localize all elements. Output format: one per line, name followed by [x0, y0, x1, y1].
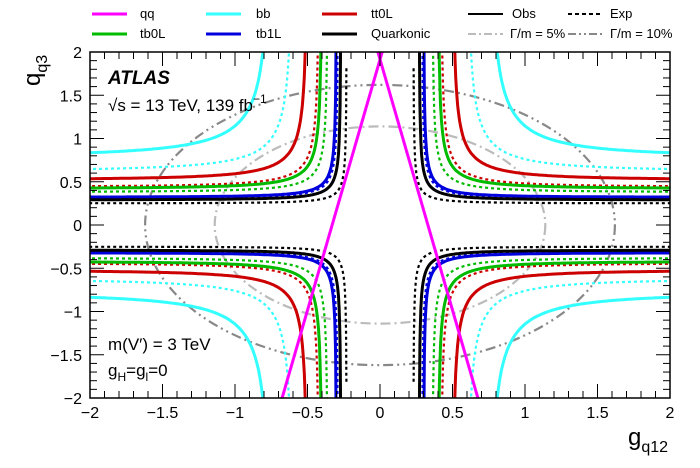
- experiment-label: ATLAS: [107, 68, 170, 89]
- y-tick-label: 1.5: [60, 88, 82, 105]
- legend-entry-obs: Obs: [468, 6, 536, 21]
- mass-label: m(V′) = 3 TeV: [108, 335, 211, 354]
- curve-quarkonic-observed-1: [90, 52, 342, 202]
- legend-entry-exp: Exp: [568, 6, 632, 21]
- width-circle-5pct: [213, 125, 547, 325]
- couplings-label: gH=gl=0: [108, 361, 168, 384]
- curve-quarkonic-observed-3: [90, 248, 342, 398]
- curve-tb1l-observed-1: [90, 52, 338, 199]
- x-tick-label: 1.5: [586, 405, 608, 422]
- curve-tb0l-expected-1: [90, 52, 329, 193]
- legend-label-tb1l: tb1L: [256, 26, 281, 41]
- legend-entry-tb1l: tb1L: [206, 26, 281, 41]
- x-tick-label: −1.5: [147, 405, 179, 422]
- legend-label-width-10: Γ/m = 10%: [610, 26, 673, 41]
- legend-label-bb: bb: [256, 6, 270, 21]
- curve-qq-observed-0: [376, 52, 480, 398]
- x-tick-label: −0.5: [292, 405, 324, 422]
- y-tick-label: −0.5: [50, 261, 82, 278]
- curve-tb1l-observed-3: [90, 251, 338, 398]
- curve-bb-observed-3: [90, 295, 265, 398]
- curve-tt0l-expected-0: [441, 52, 670, 188]
- legend-entry-width-10: Γ/m = 10%: [568, 26, 673, 41]
- legend-label-obs: Obs: [512, 6, 536, 21]
- curve-bb-expected-0: [469, 52, 670, 171]
- curve-tb0l-observed-2: [437, 260, 670, 398]
- curve-tt0l-expected-3: [90, 262, 319, 398]
- curve-tb0l-observed-0: [437, 52, 670, 190]
- curve-tt0l-expected-1: [90, 52, 319, 188]
- curve-tb0l-expected-3: [90, 257, 329, 398]
- energy-label: √s = 13 TeV, 139 fb−1: [108, 92, 267, 115]
- axes: −2−2 −1.5 −1.5 −1 −1 −0.5 −0.5 0 0 0.5 0.5 1 1 1.5 1.5…: [50, 45, 674, 422]
- legend-label-qq: qq: [140, 6, 154, 21]
- x-tick-label: 0.5: [441, 405, 463, 422]
- y-tick-label: 0.5: [60, 175, 82, 192]
- x-tick-label: 0: [376, 405, 385, 422]
- curve-tb1l-observed-0: [422, 52, 670, 199]
- x-axis-title: gq12: [628, 424, 668, 456]
- legend-label-quarkonic: Quarkonic: [371, 26, 431, 41]
- legend-entry-quarkonic: Quarkonic: [322, 26, 431, 41]
- legend-label-width-5: Γ/m = 5%: [510, 26, 566, 41]
- curve-quarkonic-observed-2: [418, 248, 670, 398]
- x-tick-label: 1: [521, 405, 530, 422]
- x-tick-label: −2: [81, 405, 99, 422]
- y-tick-label: 0: [73, 218, 82, 235]
- curve-tt0l-expected-2: [441, 262, 670, 398]
- curve-bb-observed-0: [495, 52, 670, 155]
- y-tick-label: −1: [64, 305, 82, 322]
- curve-tb0l-expected-2: [431, 257, 670, 398]
- curve-qq-observed-1: [280, 52, 384, 398]
- curve-bb-observed-1: [90, 52, 265, 155]
- legend-label-tb0l: tb0L: [140, 26, 165, 41]
- legend-label-exp: Exp: [610, 6, 632, 21]
- legend: qq bb tt0L Obs Exp tb0L tb1L Quarkonic: [92, 6, 673, 41]
- x-tick-label: 2: [666, 405, 675, 422]
- width-circle-10pct: [144, 83, 616, 367]
- legend-label-tt0l: tt0L: [371, 6, 393, 21]
- legend-entry-tb0l: tb0L: [92, 26, 165, 41]
- y-tick-label: −1.5: [50, 348, 82, 365]
- y-tick-label: −2: [64, 391, 82, 408]
- y-tick-label: 1: [73, 132, 82, 149]
- curve-tb1l-observed-2: [422, 251, 670, 398]
- curve-tb0l-observed-1: [90, 52, 323, 190]
- legend-entry-qq: qq: [92, 6, 154, 21]
- curve-quarkonic-observed-0: [418, 52, 670, 202]
- curve-tt0l-observed-0: [453, 52, 670, 181]
- y-axis-title: qq3: [19, 55, 51, 86]
- curve-tb0l-expected-0: [431, 52, 670, 193]
- curve-tt0l-observed-1: [90, 52, 307, 181]
- curve-bb-observed-2: [495, 295, 670, 398]
- plot-area: [90, 52, 670, 398]
- legend-entry-bb: bb: [206, 6, 270, 21]
- curve-tt0l-observed-2: [453, 269, 670, 398]
- legend-entry-tt0l: tt0L: [322, 6, 393, 21]
- curve-tb0l-observed-3: [90, 260, 323, 398]
- y-tick-label: 2: [73, 45, 82, 62]
- curve-bb-expected-2: [469, 279, 670, 398]
- x-tick-label: −1: [226, 405, 244, 422]
- legend-entry-width-5: Γ/m = 5%: [468, 26, 566, 41]
